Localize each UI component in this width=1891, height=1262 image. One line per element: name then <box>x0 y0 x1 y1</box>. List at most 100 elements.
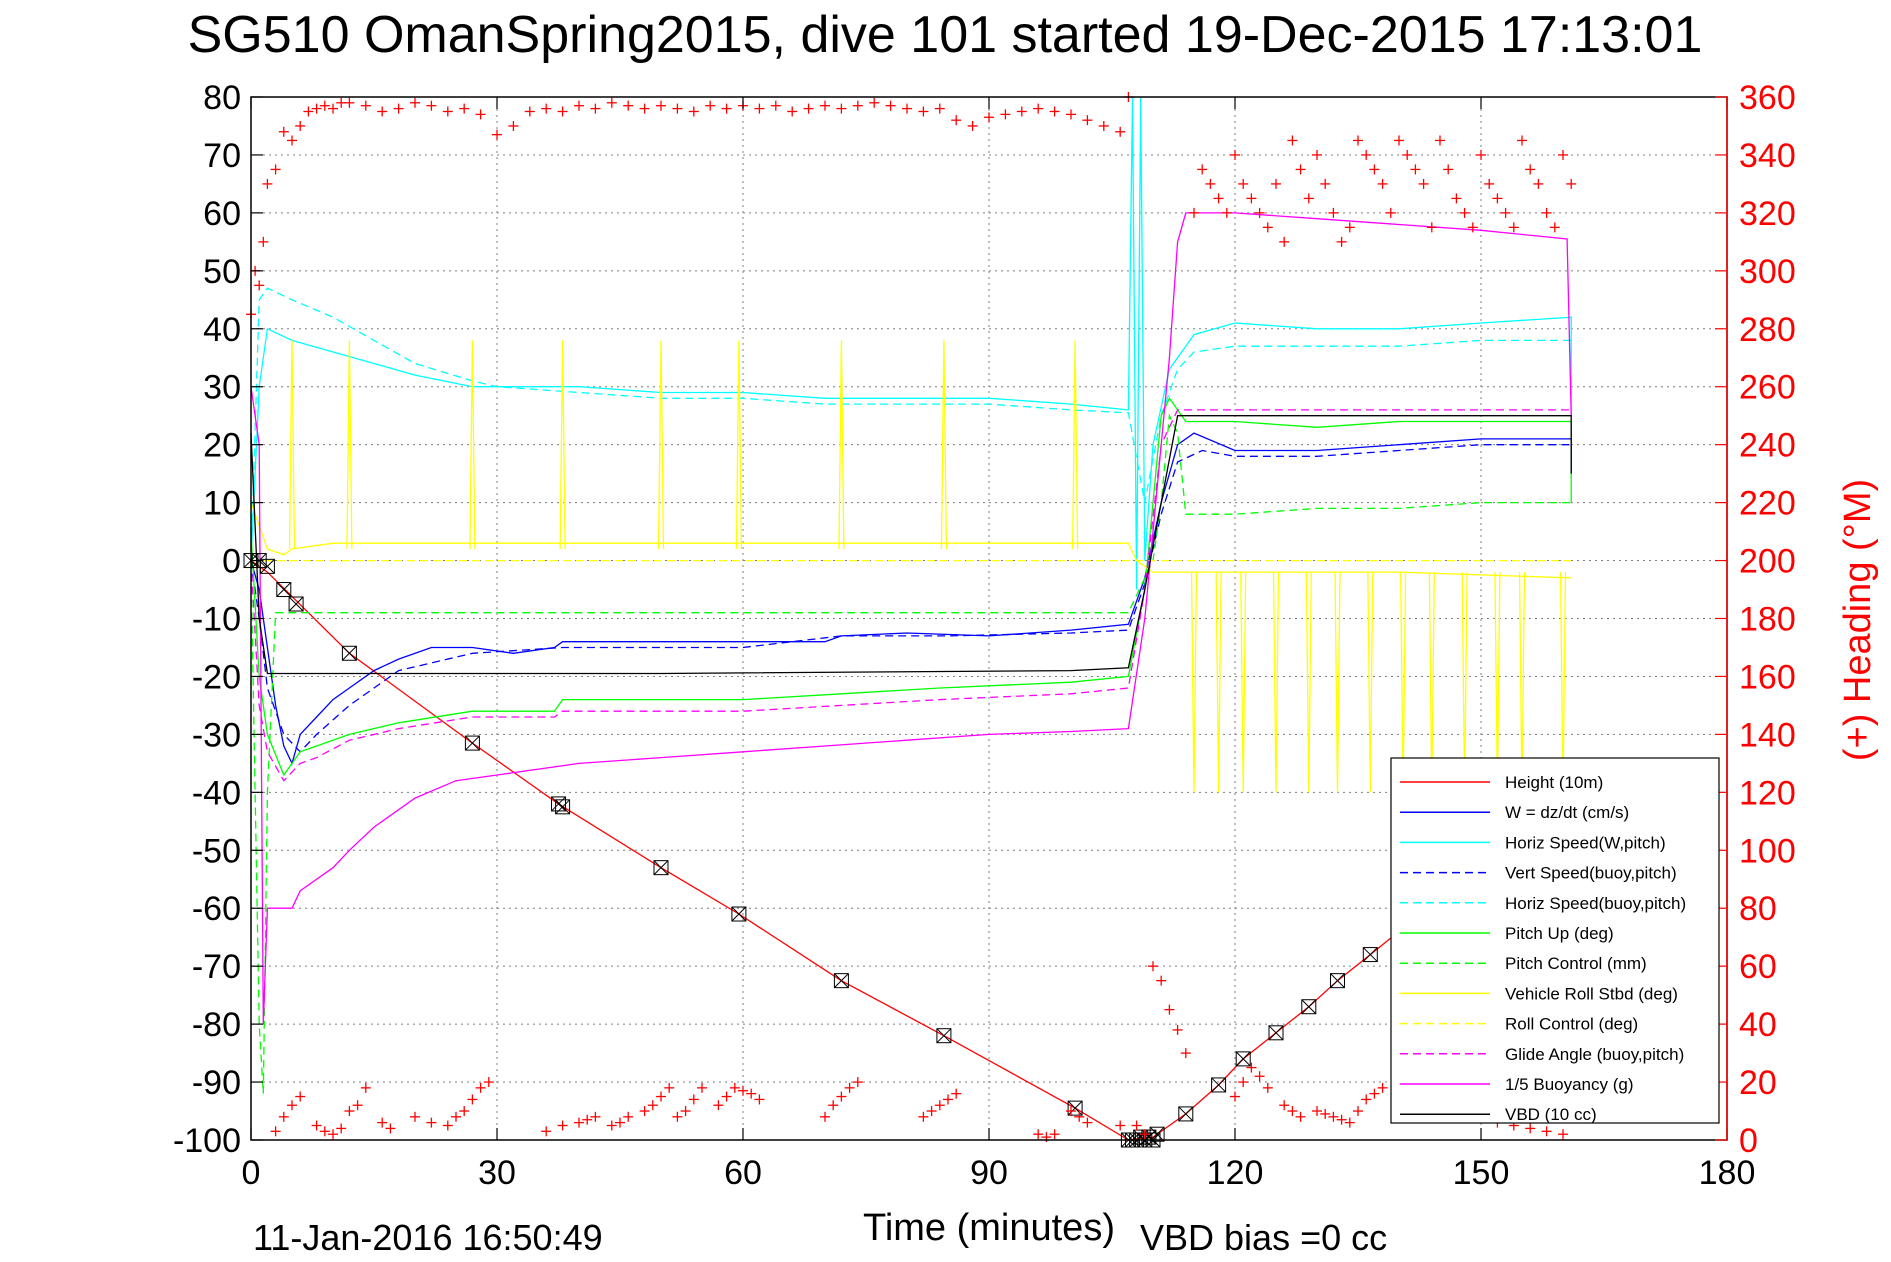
heading-point <box>328 1129 338 1140</box>
height-marker <box>1362 947 1378 963</box>
heading-point <box>360 1082 371 1093</box>
heading-point <box>1492 193 1503 204</box>
heading-point <box>1320 178 1331 189</box>
height-marker <box>276 582 292 598</box>
marker-layer <box>243 553 1378 1148</box>
heading-point <box>885 100 896 111</box>
x-tick-label: 120 <box>1207 1154 1264 1192</box>
heading-point <box>1385 207 1396 218</box>
y2-tick-label: 80 <box>1739 890 1777 928</box>
roll-spike <box>288 340 296 549</box>
height-marker <box>259 558 275 574</box>
legend-label: Pitch Control (mm) <box>1505 954 1647 973</box>
legend-entry: Height (10m) <box>1400 773 1603 792</box>
heading-point <box>590 1111 601 1122</box>
heading-point <box>1254 207 1265 218</box>
heading-point <box>336 1123 347 1134</box>
heading-point <box>1508 222 1519 233</box>
heading-point <box>1435 135 1445 146</box>
roll-spike <box>735 340 743 549</box>
y2-tick-label: 320 <box>1739 195 1796 233</box>
heading-point <box>1197 164 1208 175</box>
heading-point <box>1082 1117 1093 1128</box>
heading-point <box>475 1082 486 1093</box>
heading-point <box>828 1100 839 1111</box>
y-tick-label: -30 <box>192 716 241 754</box>
heading-point <box>1303 193 1314 204</box>
heading-point <box>844 1082 855 1093</box>
heading-point <box>770 100 781 111</box>
heading-point <box>943 1094 953 1105</box>
heading-point <box>287 1100 297 1111</box>
legend-entry: Vert Speed(buoy,pitch) <box>1400 864 1677 883</box>
heading-point <box>1238 1077 1249 1088</box>
roll-spike <box>1334 572 1341 793</box>
heading-point <box>1517 135 1527 146</box>
heading-point <box>1164 1004 1175 1015</box>
y2-tick-label: 140 <box>1739 716 1796 754</box>
heading-point <box>1074 1111 1085 1122</box>
heading-point <box>574 100 584 111</box>
heading-point <box>451 1111 461 1122</box>
heading-point <box>270 164 281 175</box>
heading-point <box>1525 1123 1536 1134</box>
heading-point <box>557 106 568 117</box>
heading-point <box>1443 164 1454 175</box>
heading-point <box>705 100 716 111</box>
heading-markers <box>246 92 1577 1143</box>
heading-point <box>1500 207 1511 218</box>
legend-label: Height (10m) <box>1505 773 1603 792</box>
legend-entry: VBD (10 cc) <box>1400 1105 1597 1124</box>
height-marker <box>555 799 571 815</box>
heading-point <box>1172 1024 1183 1035</box>
chart-title: SG510 OmanSpring2015, dive 101 started 1… <box>188 6 1703 64</box>
legend-label: Roll Control (deg) <box>1505 1015 1638 1034</box>
roll-spike <box>559 340 566 549</box>
heading-point <box>1279 236 1290 247</box>
heading-point <box>344 1106 355 1117</box>
heading-point <box>1271 178 1281 189</box>
heading-point <box>541 1126 552 1137</box>
heading-point <box>934 103 945 114</box>
legend-entry: 1/5 Buoyancy (g) <box>1400 1075 1634 1094</box>
heading-point <box>1353 1106 1363 1117</box>
roll-spike <box>1367 572 1374 793</box>
height-marker <box>1178 1106 1194 1122</box>
y2-tick-label: 360 <box>1739 79 1796 117</box>
legend-label: Horiz Speed(W,pitch) <box>1505 833 1666 852</box>
heading-point <box>951 1088 962 1099</box>
heading-point <box>1541 1126 1552 1137</box>
heading-point <box>258 236 269 247</box>
height-marker <box>1330 973 1345 989</box>
heading-point <box>852 100 863 111</box>
y-tick-label: 0 <box>222 543 241 581</box>
heading-point <box>467 1094 478 1105</box>
heading-point <box>1246 193 1257 204</box>
x-tick-label: 0 <box>242 1154 261 1192</box>
heading-point <box>1230 1091 1240 1102</box>
heading-point <box>1484 178 1495 189</box>
series-horiz-speed <box>250 96 1572 590</box>
legend-entry: Pitch Control (mm) <box>1400 954 1647 973</box>
legend-entry: W = dz/dt (cm/s) <box>1400 803 1629 822</box>
y-tick-label: -100 <box>173 1122 241 1160</box>
heading-point <box>360 100 371 111</box>
heading-point <box>287 135 297 146</box>
heading-point <box>1328 207 1339 218</box>
heading-point <box>1418 178 1429 189</box>
legend-box <box>1390 757 1720 1124</box>
legend-label: 1/5 Buoyancy (g) <box>1505 1075 1634 1094</box>
series-pitch-up <box>250 397 1572 777</box>
y-tick-label: -10 <box>192 601 241 639</box>
roll-spike <box>469 340 476 549</box>
y-tick-label: 10 <box>203 485 241 523</box>
heading-point <box>1467 222 1478 233</box>
y2-tick-label: 280 <box>1739 311 1796 349</box>
x-tick-label: 90 <box>970 1154 1008 1192</box>
height-marker <box>551 796 566 812</box>
heading-point <box>721 103 732 114</box>
heading-point <box>410 97 420 108</box>
heading-point <box>1295 164 1306 175</box>
heading-point <box>1098 120 1109 131</box>
